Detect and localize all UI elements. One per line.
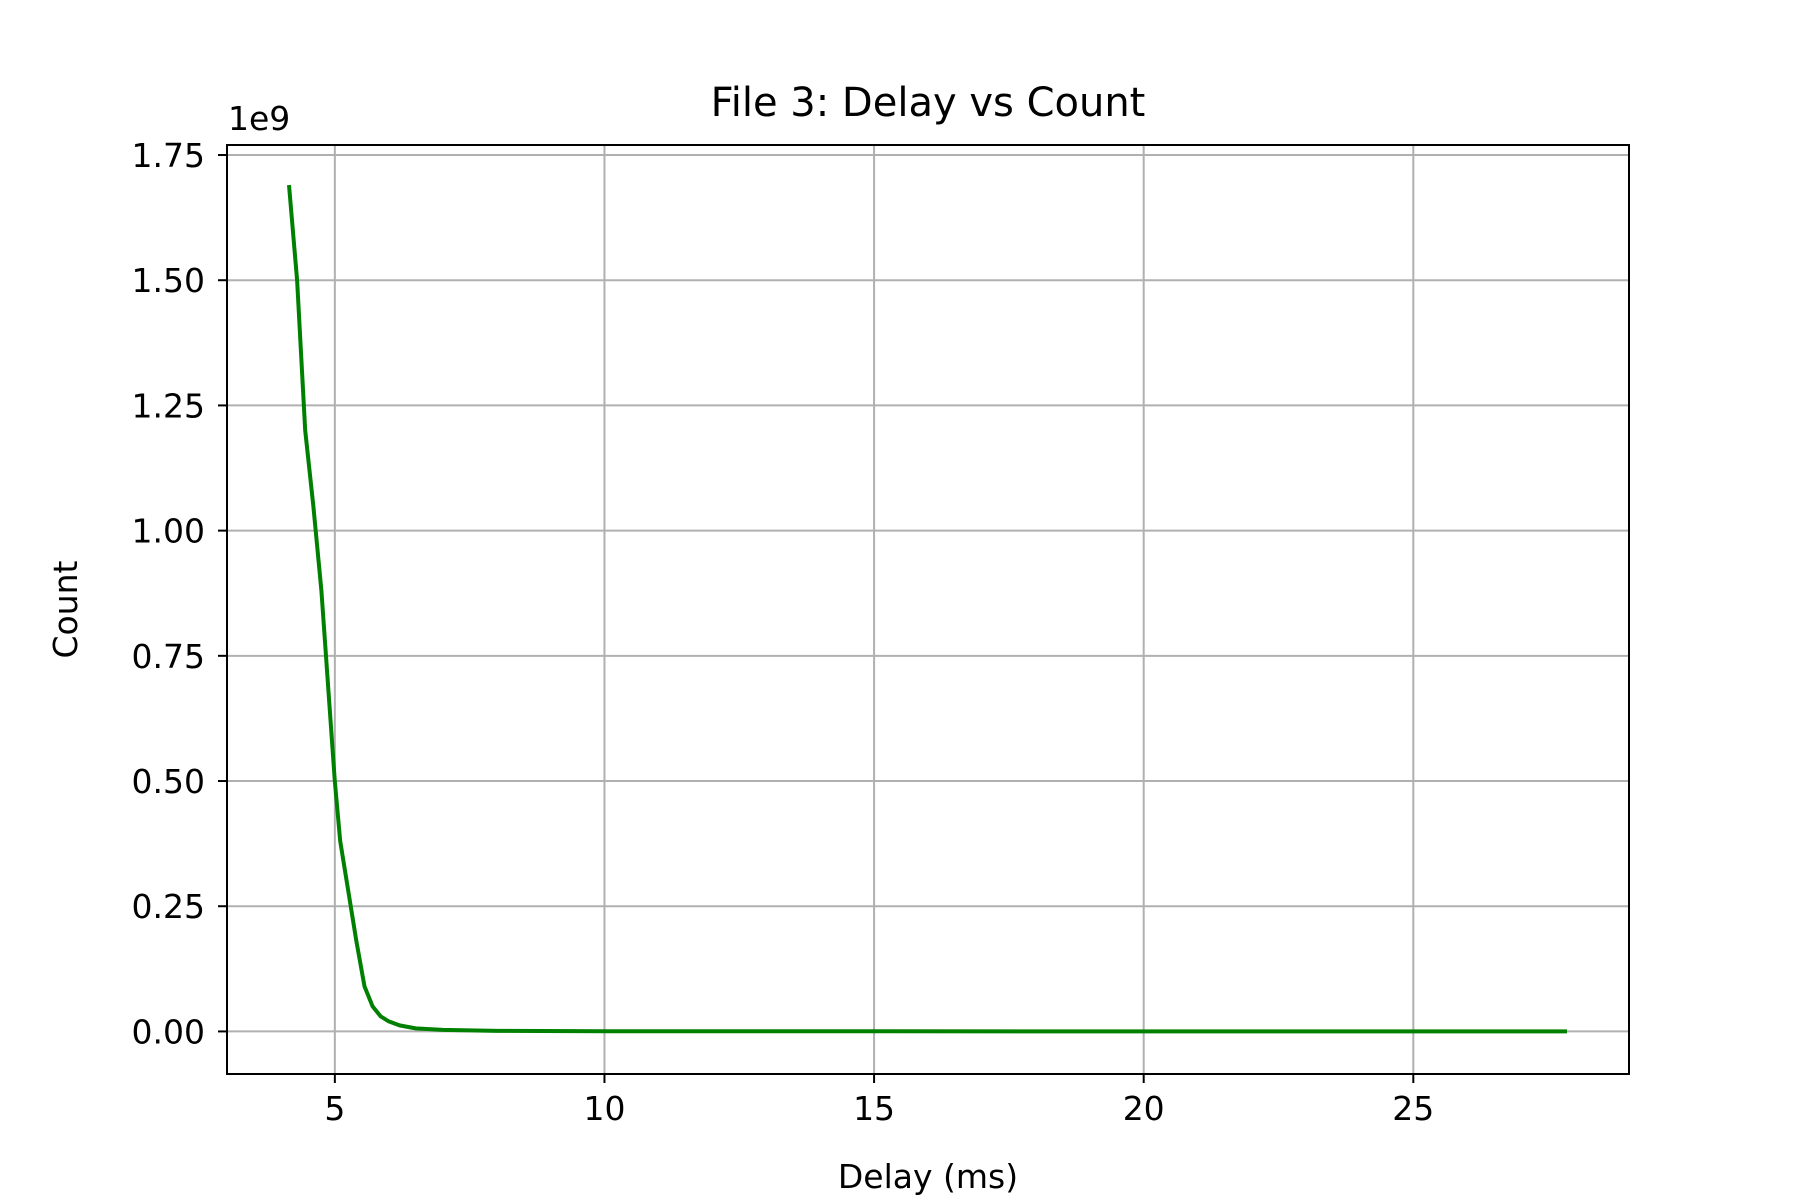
y-tick-label: 1.00 [132,512,205,551]
x-tick-label: 5 [324,1089,345,1128]
plot-area-frame [226,144,1630,1075]
x-axis-label: Delay (ms) [838,1157,1018,1196]
y-tick-label: 1.50 [132,261,205,300]
x-tick-label: 10 [583,1089,625,1128]
series-layer [287,184,1567,1034]
grid [227,145,1629,1074]
x-tick-label: 25 [1392,1089,1434,1128]
y-tick-label: 1.75 [132,136,205,175]
series-line [287,184,1567,1034]
axis-ticks: 5 10 15 20 25 0.00 0.25 0.50 0.75 1.00 1.25 1.50 1.7… [132,136,1435,1128]
y-tick-label: 0.50 [132,762,205,801]
y-tick-label: 0.00 [132,1012,205,1051]
y-tick-label: 0.25 [132,887,205,926]
y-axis-label: Count [46,560,85,658]
y-tick-label: 0.75 [132,637,205,676]
y-tick-label: 1.25 [132,386,205,425]
x-tick-label: 20 [1123,1089,1165,1128]
chart-title: File 3: Delay vs Count [711,80,1146,126]
y-axis-offset-label: 1e9 [228,99,290,138]
x-tick-label: 15 [853,1089,895,1128]
